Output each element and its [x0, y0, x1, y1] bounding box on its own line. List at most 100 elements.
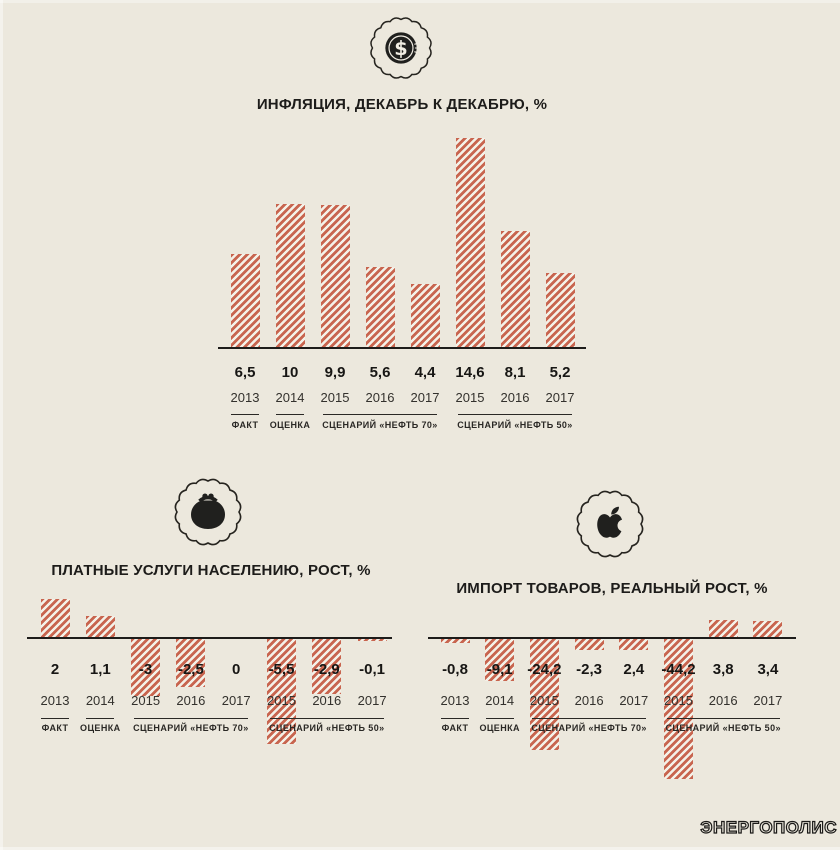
year-label: 2014 [485, 693, 515, 708]
bar [440, 639, 470, 643]
bar [455, 138, 485, 347]
bar [312, 639, 342, 695]
group-rule [276, 414, 304, 415]
group-rule [532, 718, 646, 719]
bar [708, 619, 738, 637]
bar-value-label: 4,4 [414, 364, 436, 381]
year-label: 2014 [275, 390, 305, 405]
paid-services-chart-title: ПЛАТНЫЕ УСЛУГИ НАСЕЛЕНИЮ, РОСТ, % [51, 562, 371, 579]
year-label: 2015 [455, 390, 485, 405]
group-label: СЦЕНАРИЙ «НЕФТЬ 70» [322, 420, 438, 430]
year-label: 2015 [529, 693, 559, 708]
bar [753, 621, 783, 637]
bar-value-label: 2,4 [623, 661, 645, 678]
year-label: 2016 [365, 390, 395, 405]
dollar-coin-seal: $ [366, 13, 436, 83]
group-rule [441, 718, 469, 719]
group-rule [269, 718, 385, 719]
axis-line [218, 347, 586, 349]
bar-value-label: -44,2 [661, 661, 696, 678]
year-label: 2015 [320, 390, 350, 405]
year-label: 2016 [574, 693, 604, 708]
bar-value-label: -3 [138, 661, 153, 678]
bar-value-label: -24,2 [527, 661, 562, 678]
bar [664, 639, 693, 779]
bar [320, 205, 350, 347]
bar [485, 639, 515, 681]
bar-value-label: 3,8 [712, 661, 734, 678]
year-label: 2015 [664, 693, 693, 708]
bar-value-label: 2 [50, 661, 60, 678]
bar [357, 639, 387, 641]
year-label: 2017 [410, 390, 440, 405]
bar-value-label: -0,1 [359, 661, 386, 678]
bar-value-label: -2,5 [177, 661, 204, 678]
year-label: 2015 [267, 693, 296, 708]
bar [545, 272, 575, 347]
year-label: 2017 [221, 693, 251, 708]
coin-purse-seal [170, 474, 246, 550]
year-label: 2016 [312, 693, 342, 708]
axis-line [27, 637, 392, 639]
year-label: 2017 [619, 693, 649, 708]
bar [574, 639, 604, 650]
group-rule [323, 414, 437, 415]
group-rule [133, 718, 249, 719]
bar-value-label: 9,9 [324, 364, 346, 381]
group-label: СЦЕНАРИЙ «НЕФТЬ 50» [665, 723, 781, 733]
bar-value-label: -0,8 [442, 661, 468, 678]
group-label: СЦЕНАРИЙ «НЕФТЬ 70» [531, 723, 647, 733]
bar [40, 599, 70, 637]
group-rule [666, 718, 780, 719]
group-label: ОЦЕНКА [80, 723, 121, 733]
year-label: 2014 [85, 693, 115, 708]
bar [410, 284, 440, 347]
group-label: ФАКТ [441, 723, 469, 733]
bar-value-label: 3,4 [757, 661, 779, 678]
year-label: 2016 [176, 693, 206, 708]
year-label: 2013 [40, 693, 70, 708]
bar-value-label: 1,1 [89, 661, 111, 678]
bar-value-label: -9,1 [486, 661, 513, 678]
bar-value-label: 5,2 [549, 364, 571, 381]
group-rule [458, 414, 572, 415]
bar-value-label: 14,6 [455, 364, 485, 381]
bar-value-label: 0 [232, 661, 241, 678]
bar-value-label: 8,1 [504, 364, 526, 381]
bar-value-label: -2,3 [576, 661, 603, 678]
bar-value-label: 5,6 [369, 364, 391, 381]
bar [267, 639, 296, 744]
apple-seal [572, 486, 648, 562]
year-label: 2017 [357, 693, 387, 708]
bar [619, 639, 649, 651]
group-rule [485, 718, 514, 719]
axis-line [428, 637, 796, 639]
group-label: ФАКТ [41, 723, 69, 733]
group-label: ФАКТ [231, 420, 259, 430]
bar [275, 204, 305, 347]
bar [230, 254, 260, 347]
group-rule [231, 414, 259, 415]
group-label: СЦЕНАРИЙ «НЕФТЬ 50» [269, 723, 385, 733]
year-label: 2017 [545, 390, 575, 405]
year-label: 2017 [753, 693, 783, 708]
inflation-chart-title: ИНФЛЯЦИЯ, ДЕКАБРЬ К ДЕКАБРЮ, % [256, 96, 548, 113]
year-label: 2013 [230, 390, 260, 405]
bar [500, 231, 530, 347]
bar-value-label: -5,5 [268, 661, 295, 678]
year-label: 2016 [708, 693, 738, 708]
group-rule [41, 718, 69, 719]
goods-import-chart-title: ИМПОРТ ТОВАРОВ, РЕАЛЬНЫЙ РОСТ, % [456, 580, 768, 597]
group-label: СЦЕНАРИЙ «НЕФТЬ 70» [133, 723, 249, 733]
energopolis-logo: ЭНЕРГОПОЛИС [700, 817, 837, 837]
bar-value-label: 6,5 [234, 364, 256, 381]
group-label: ОЦЕНКА [479, 723, 520, 733]
year-label: 2016 [500, 390, 530, 405]
dollar-coin-icon: $ [370, 17, 432, 79]
coin-purse-icon [174, 478, 242, 546]
group-label: ОЦЕНКА [269, 420, 311, 430]
bar [85, 616, 115, 637]
bar [529, 639, 559, 751]
